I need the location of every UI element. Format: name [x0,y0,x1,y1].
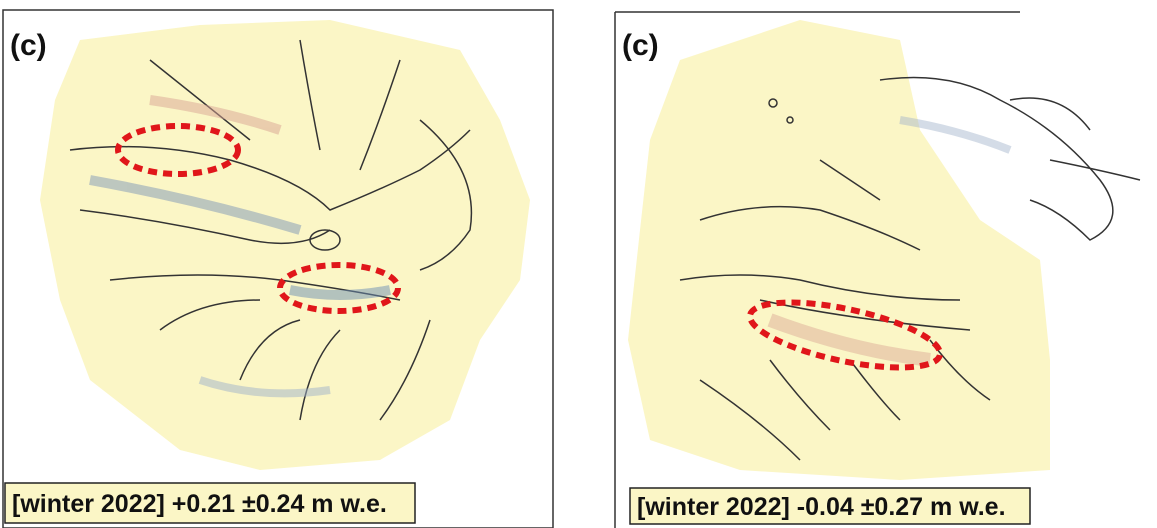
left-panel: (c) [winter 2022] +0.21 ±0.24 m w.e. [3,10,553,528]
caption: [winter 2022] +0.21 ±0.24 m w.e. [12,490,387,518]
figure: (c) [winter 2022] +0.21 ±0.24 m w.e. (c)… [0,0,1157,528]
glacier-area [628,20,1050,480]
caption: [winter 2022] -0.04 ±0.27 m w.e. [637,493,1006,521]
panel-label: (c) [10,29,47,62]
panel-label: (c) [622,29,659,62]
page: (c) [winter 2022] +0.21 ±0.24 m w.e. (c)… [0,0,1157,528]
right-panel: (c) [winter 2022] -0.04 ±0.27 m w.e. [615,12,1140,528]
